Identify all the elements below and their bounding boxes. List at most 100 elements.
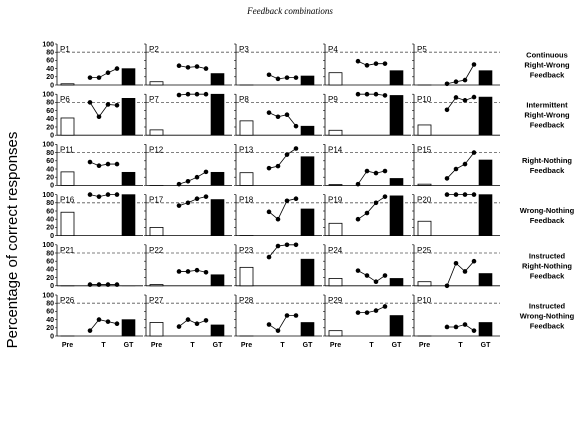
training-point [373,170,379,176]
training-point [275,216,281,222]
training-line [178,196,207,207]
pre-bar [239,120,254,136]
training-point [105,102,111,107]
training-point [114,192,120,197]
training-point [355,58,361,64]
x-category-label: GT [303,342,313,349]
panel: P25 [412,244,500,289]
training-line [357,60,385,66]
gt-bar [210,93,225,136]
training-point [194,91,200,97]
gt-bar [389,70,404,86]
training-point [96,282,102,287]
pre-bar [417,124,432,136]
y-tick-label: 60 [46,259,54,266]
training-point [176,181,182,187]
training-point [185,317,191,322]
training-point [284,313,290,318]
gt-bar [389,95,404,136]
pre-bar [239,172,254,186]
panel: P22 [144,244,232,287]
gt-bar [210,274,225,287]
panel: P28 Pre T GT [234,294,322,349]
training-line [178,171,207,185]
training-point [284,152,290,157]
training-point [194,174,200,180]
training-point [114,66,120,71]
panel-label: P6 [60,95,70,104]
y-tick-label: 20 [46,225,54,232]
row-label-line: Feedback [530,166,565,175]
training-line [446,152,475,179]
y-tick-label: 80 [46,200,54,207]
panel: P29 Pre T GT [323,294,411,349]
training-point [293,146,299,151]
training-point [275,114,281,120]
training-point [87,282,93,287]
training-point [185,91,191,97]
training-point [96,194,102,199]
training-point [444,283,450,289]
training-point [382,273,388,278]
pre-bar [328,330,343,337]
training-point [462,192,468,197]
panel-label: P24 [328,246,343,255]
panel: P23 [234,242,322,287]
pre-bar [417,220,432,236]
training-point [194,196,200,201]
training-point [203,91,209,97]
panel: P10 [412,93,500,136]
training-point [185,65,191,70]
pre-bar [60,171,75,186]
training-point [471,94,477,100]
y-tick-label: 100 [42,142,54,149]
training-point [373,279,379,285]
training-point [275,328,281,333]
x-category-label: T [101,342,106,349]
panel: P3 [234,43,322,86]
gt-bar [478,273,493,287]
training-point [203,66,209,71]
gt-bar [121,98,136,136]
panel: P17 [144,194,232,237]
training-point [382,168,388,174]
training-point [114,282,120,287]
training-point [87,159,93,165]
y-tick-label: 40 [46,166,54,173]
panel-label: P16 [60,196,75,205]
training-point [87,75,93,80]
training-line [446,64,475,85]
pre-bar [417,183,432,186]
panel-label: P13 [239,145,254,154]
panel-label: P8 [239,95,249,104]
row-label-line: Right-Wrong [524,111,570,120]
training-point [105,319,111,324]
x-category-label: GT [481,342,491,349]
training-point [284,242,290,248]
panel: P2 [144,43,232,86]
training-line [268,198,297,220]
training-point [96,163,102,169]
pre-bar [239,266,254,287]
gt-bar [389,195,404,236]
panel: P20 [412,192,500,237]
pre-bar [149,322,164,337]
x-category-label: Pre [241,342,252,349]
row-label-line: Right-Wrong [524,61,570,70]
y-tick-label: 60 [46,309,54,316]
panel-label: P11 [60,145,74,154]
training-point [453,79,459,85]
panel-label: P21 [60,246,75,255]
training-point [275,163,281,169]
training-line [268,148,297,169]
gt-bar [300,75,315,86]
training-point [87,328,93,333]
y-tick-label: 100 [42,292,54,299]
training-line [89,319,118,331]
panel-label: P9 [328,95,338,104]
